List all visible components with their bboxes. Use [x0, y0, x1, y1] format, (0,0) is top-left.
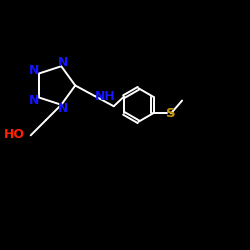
- Text: N: N: [28, 64, 39, 78]
- Text: HO: HO: [4, 128, 25, 141]
- Text: N: N: [58, 56, 68, 68]
- Text: N: N: [58, 102, 68, 116]
- Text: S: S: [166, 107, 176, 120]
- Text: NH: NH: [95, 90, 116, 103]
- Text: N: N: [28, 94, 39, 106]
